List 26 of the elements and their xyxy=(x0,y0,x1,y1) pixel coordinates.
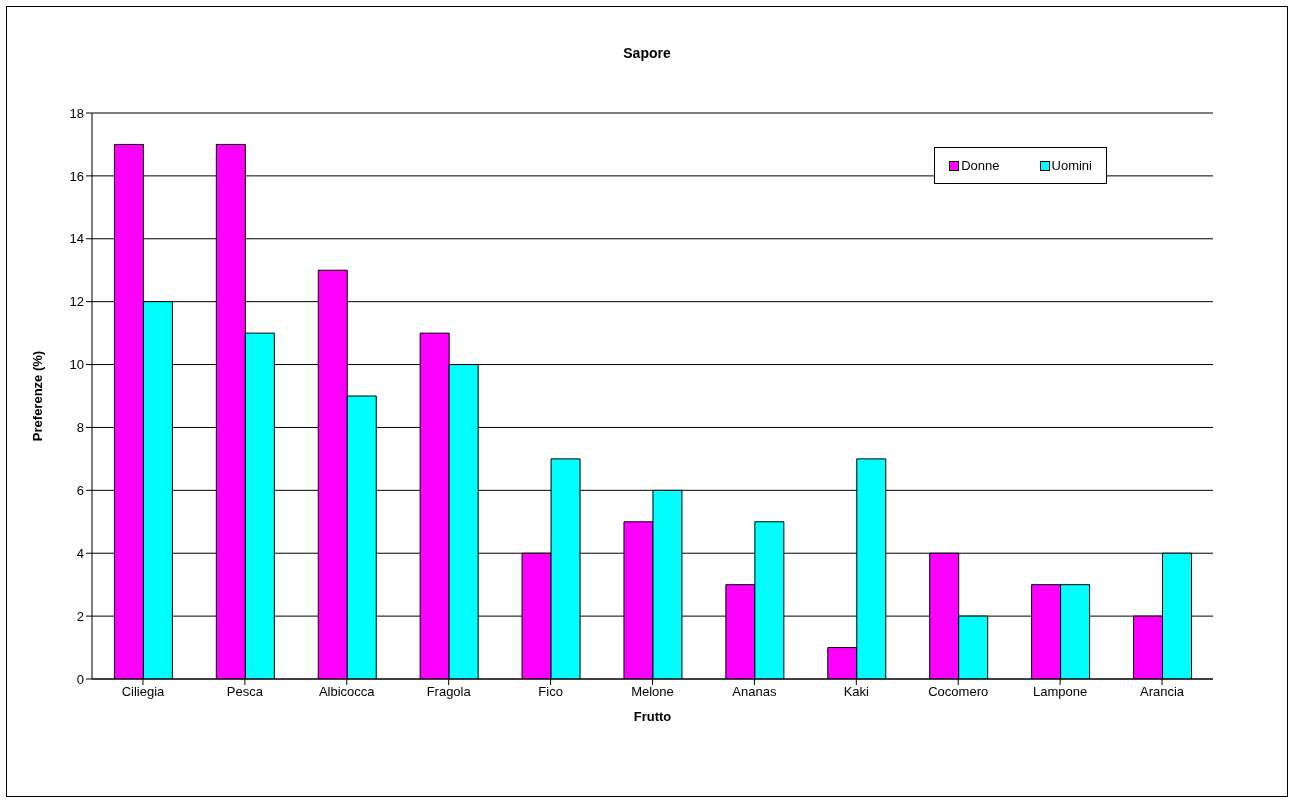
legend-label: Donne xyxy=(961,158,1000,173)
y-tick-label: 0 xyxy=(76,671,84,687)
x-tick-label: Arancia xyxy=(1140,684,1185,700)
y-tick-label: 4 xyxy=(76,545,84,561)
x-tick-label: Fragola xyxy=(426,684,472,700)
y-tick-label: 14 xyxy=(69,231,84,247)
x-tick-label: Kaki xyxy=(843,684,870,700)
x-tick-label: Ananas xyxy=(732,684,777,700)
x-tick-label: Melone xyxy=(631,684,674,700)
x-tick-label: Ciliegia xyxy=(121,684,166,700)
y-tick-label: 8 xyxy=(76,420,84,436)
y-tick-label: 10 xyxy=(69,357,84,373)
x-axis-title: Frutto xyxy=(633,709,672,724)
x-tick-label: Albicocca xyxy=(318,684,376,700)
y-tick-label: 12 xyxy=(69,294,84,310)
y-tick-label: 2 xyxy=(76,608,84,624)
x-tick-label: Pesca xyxy=(226,684,264,700)
x-tick-label: Lampone xyxy=(1033,684,1088,700)
legend-label: Uomini xyxy=(1051,158,1092,173)
y-axis-title: Preferenze (%) xyxy=(29,350,45,442)
y-tick-label: 18 xyxy=(69,105,84,121)
y-tick-label: 16 xyxy=(69,168,84,184)
y-tick-label: 6 xyxy=(76,482,84,498)
x-tick-label: Fico xyxy=(538,684,563,700)
x-tick-label: Cocomero xyxy=(928,684,989,700)
chart-title: Sapore xyxy=(622,45,672,61)
